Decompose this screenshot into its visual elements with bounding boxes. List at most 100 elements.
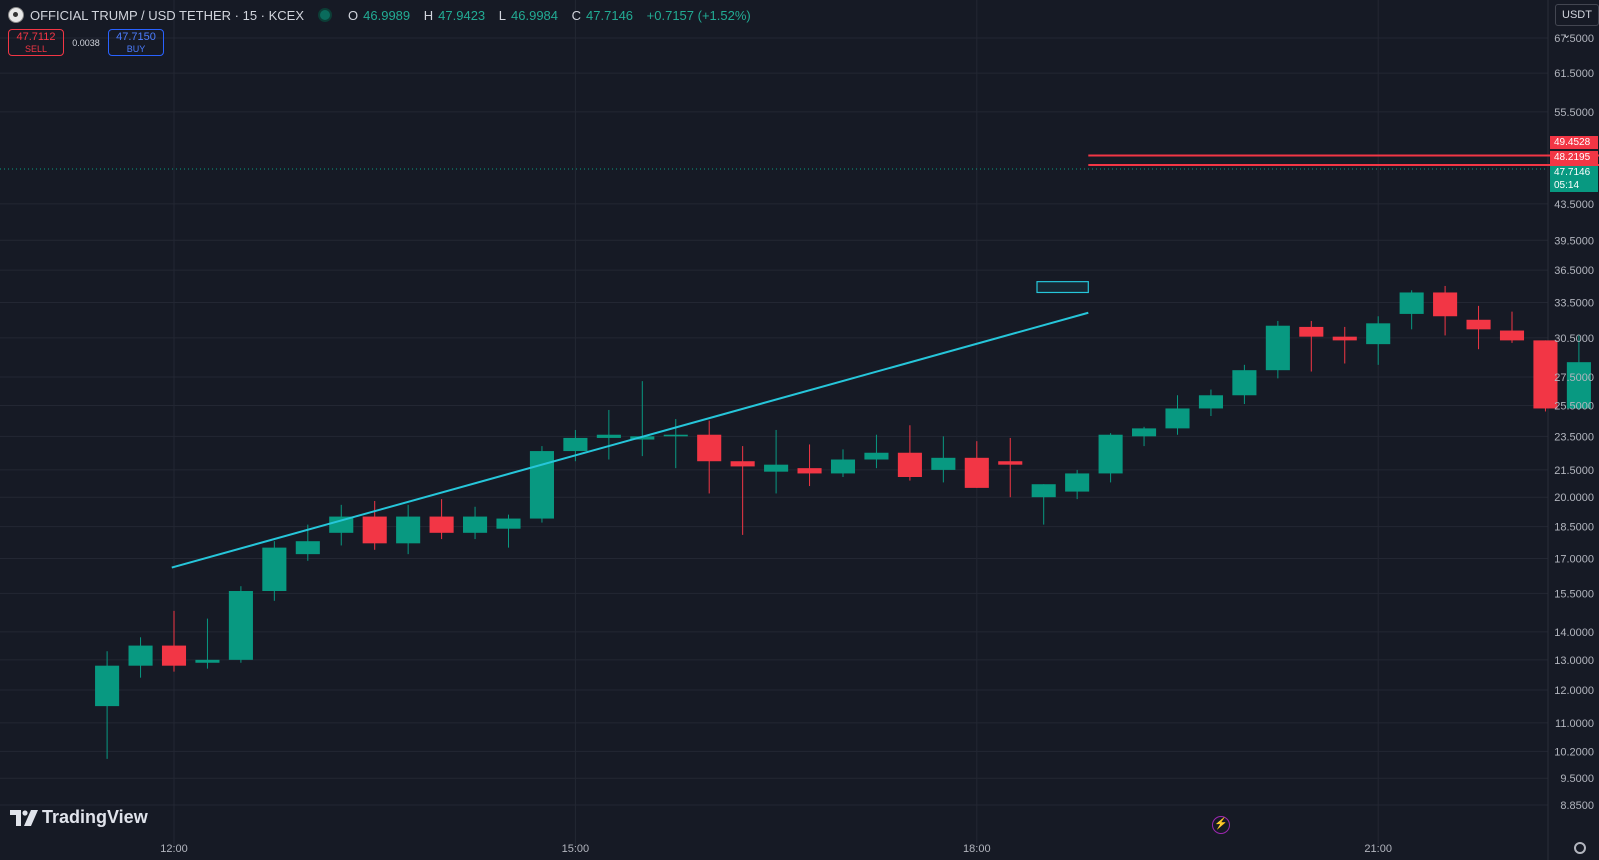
candle[interactable] bbox=[1299, 320, 1324, 372]
candle[interactable] bbox=[730, 446, 755, 535]
candle[interactable] bbox=[228, 586, 253, 663]
candle[interactable] bbox=[161, 610, 187, 672]
candle[interactable] bbox=[496, 514, 521, 548]
price-tick-label: 33.5000 bbox=[1554, 297, 1594, 309]
buy-price: 47.7150 bbox=[116, 30, 156, 43]
candle[interactable] bbox=[95, 651, 120, 759]
candle-body bbox=[228, 591, 253, 660]
sell-button[interactable]: 47.7112 SELL bbox=[8, 29, 64, 56]
support-trendline[interactable] bbox=[171, 311, 1089, 569]
candle[interactable] bbox=[630, 381, 655, 457]
ohlc-change: +0.7157 (+1.52%) bbox=[646, 7, 751, 23]
candle[interactable] bbox=[797, 444, 822, 487]
candle-body bbox=[429, 516, 454, 533]
ohlc-close-value: 47.7146 bbox=[586, 7, 634, 23]
resistance-zone-rect[interactable] bbox=[1036, 281, 1089, 294]
candle[interactable] bbox=[1232, 364, 1257, 405]
ohlc-close-label: C bbox=[571, 7, 582, 23]
time-axis: 12:0015:0018:0021:001903:0006:0009:0012:… bbox=[160, 843, 1392, 855]
candle[interactable] bbox=[1031, 484, 1056, 525]
candle-body bbox=[596, 434, 621, 438]
candle[interactable] bbox=[1132, 426, 1157, 447]
candle[interactable] bbox=[262, 541, 287, 601]
candle[interactable] bbox=[1466, 305, 1491, 350]
candles bbox=[95, 285, 1591, 759]
candle[interactable] bbox=[195, 618, 220, 669]
price-tag: 47.7146 bbox=[1550, 166, 1598, 179]
candle[interactable] bbox=[764, 429, 789, 494]
chart-header: OFFICIAL TRUMP / USD TETHER · 15 · KCEX … bbox=[8, 5, 756, 25]
candle[interactable] bbox=[964, 441, 989, 488]
candle[interactable] bbox=[1098, 433, 1123, 483]
candle[interactable] bbox=[830, 449, 856, 477]
price-tick-label: 67.5000 bbox=[1554, 33, 1594, 45]
candle[interactable] bbox=[396, 504, 421, 555]
ohlc-low-value: 46.9984 bbox=[511, 7, 559, 23]
candle-body bbox=[362, 516, 387, 544]
price-tick-label: 55.5000 bbox=[1554, 107, 1594, 119]
price-tick-label: 43.5000 bbox=[1554, 199, 1594, 211]
candle-body bbox=[1065, 473, 1090, 492]
candle[interactable] bbox=[1198, 389, 1223, 416]
candle[interactable] bbox=[897, 425, 922, 481]
ohlc-high-label: H bbox=[423, 7, 434, 23]
symbol-title[interactable]: OFFICIAL TRUMP / USD TETHER · 15 · KCEX bbox=[30, 7, 305, 23]
price-tag: 48.2195 bbox=[1550, 151, 1598, 164]
candle-body bbox=[1098, 434, 1123, 474]
candle[interactable] bbox=[563, 429, 588, 462]
candle[interactable] bbox=[1065, 469, 1090, 500]
candle[interactable] bbox=[1399, 290, 1424, 330]
candle[interactable] bbox=[931, 436, 956, 483]
candle[interactable] bbox=[1265, 320, 1290, 379]
candle[interactable] bbox=[529, 446, 554, 523]
currency-selector[interactable]: USDT ⌄ bbox=[1555, 4, 1599, 41]
market-status-icon[interactable] bbox=[318, 8, 333, 22]
candle-body bbox=[1332, 336, 1357, 341]
candle-body bbox=[95, 665, 120, 707]
symbol-logo-icon[interactable] bbox=[8, 7, 24, 23]
countdown-tag: 05:14 bbox=[1550, 179, 1598, 192]
ohlc-high: H 47.9423 bbox=[424, 8, 490, 23]
candle[interactable] bbox=[1433, 285, 1458, 336]
buy-label: BUY bbox=[126, 43, 146, 54]
time-tick-label: 21:00 bbox=[1364, 843, 1392, 855]
candle[interactable] bbox=[864, 434, 889, 469]
buy-button[interactable]: 47.7150 BUY bbox=[108, 29, 164, 56]
candle-body bbox=[1132, 428, 1157, 437]
candle-body bbox=[563, 437, 588, 452]
candle-body bbox=[1533, 340, 1558, 409]
candle[interactable] bbox=[128, 637, 153, 678]
tradingview-logo[interactable]: TradingView bbox=[10, 807, 148, 828]
tradingview-logo-text: TradingView bbox=[42, 807, 148, 827]
ohlc-low: L 46.9984 bbox=[499, 8, 563, 23]
candle[interactable] bbox=[1566, 335, 1591, 410]
candle-body bbox=[195, 659, 220, 663]
candle-body bbox=[396, 516, 421, 544]
candle[interactable] bbox=[596, 409, 621, 460]
candle-body bbox=[128, 645, 153, 666]
candle-body bbox=[764, 464, 789, 472]
lightning-icon[interactable]: ⚡ bbox=[1212, 816, 1230, 834]
price-tick-label: 15.5000 bbox=[1554, 588, 1594, 600]
candle[interactable] bbox=[1499, 311, 1525, 343]
candle-body bbox=[864, 452, 889, 460]
gear-icon[interactable] bbox=[1574, 842, 1586, 854]
candle[interactable] bbox=[329, 504, 354, 546]
candle-body bbox=[730, 461, 755, 467]
trade-panel: 47.7112 SELL 0.0038 47.7150 BUY bbox=[8, 29, 164, 56]
candle[interactable] bbox=[1165, 395, 1190, 435]
candle[interactable] bbox=[1366, 316, 1391, 365]
candle-body bbox=[329, 516, 354, 533]
candle[interactable] bbox=[1533, 340, 1558, 412]
price-tick-label: 61.5000 bbox=[1554, 68, 1594, 80]
candle[interactable] bbox=[463, 506, 488, 540]
candle[interactable] bbox=[429, 499, 454, 540]
candle[interactable] bbox=[1332, 326, 1357, 364]
candle[interactable] bbox=[998, 437, 1023, 498]
candle[interactable] bbox=[697, 420, 722, 494]
candle[interactable] bbox=[362, 501, 387, 550]
price-tick-label: 13.0000 bbox=[1554, 655, 1594, 667]
candle-body bbox=[1265, 325, 1290, 371]
